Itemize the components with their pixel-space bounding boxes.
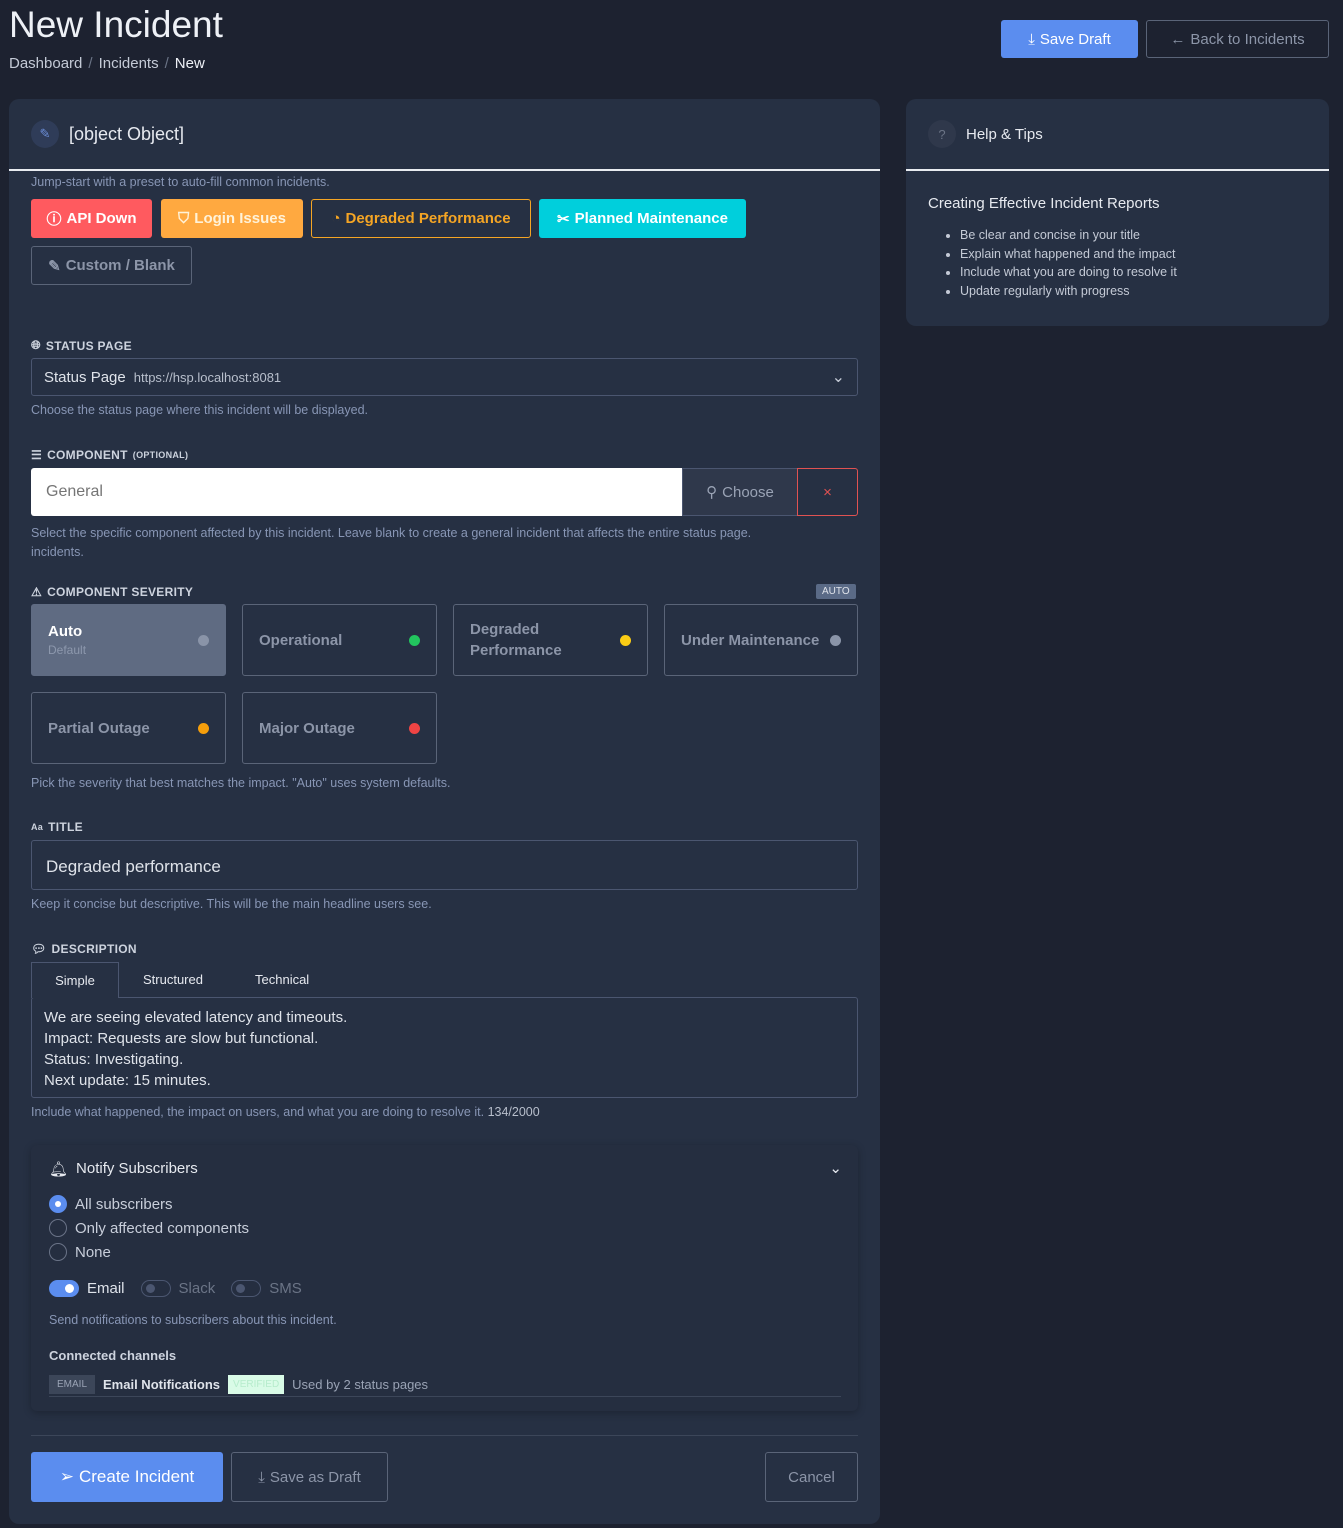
save-as-draft-button[interactable]: ⤓ Save as Draft [231, 1452, 388, 1502]
database-icon: ☰ [31, 448, 43, 462]
save-draft-button[interactable]: ⤓ Save Draft [1001, 20, 1138, 58]
close-icon: × [823, 483, 832, 501]
title-hint: Keep it concise but descriptive. This wi… [31, 897, 432, 911]
status-dot [409, 634, 420, 646]
breadcrumb-current: New [174, 55, 205, 72]
alert-circle-icon: ⓘ [46, 211, 62, 228]
search-icon: ⚲ [706, 484, 718, 501]
tips-list: Be clear and concise in your titleExplai… [906, 212, 1329, 300]
breadcrumb-incidents[interactable]: Incidents [98, 55, 159, 72]
description-hint: Include what happened, the impact on use… [31, 1105, 540, 1119]
send-icon: ➢ [59, 1467, 74, 1486]
cancel-button[interactable]: Cancel [765, 1452, 858, 1502]
email-toggle[interactable] [49, 1280, 79, 1297]
help-card: ? Help & Tips Creating Effective Incident… [906, 99, 1329, 326]
connected-channels-title: Connected channels [49, 1348, 177, 1363]
notify-panel: 🔔︎ Notify Subscribers ⌄ All subscribers O… [31, 1145, 858, 1411]
severity-operational[interactable]: Operational [242, 604, 437, 676]
status-page-label: 🌐︎ STATUS PAGE [31, 338, 132, 353]
back-to-incidents-button[interactable]: ← Back to Incidents [1146, 20, 1329, 58]
title-input[interactable]: Degraded performance [31, 840, 858, 890]
preset-hint: Jump-start with a preset to auto-fill co… [31, 175, 330, 189]
auto-badge: AUTO [816, 584, 856, 599]
component-hint: Select the specific component affected b… [31, 526, 752, 559]
component-label: ☰ COMPONENT (OPTIONAL) [31, 448, 189, 462]
tab-structured[interactable]: Structured [143, 972, 203, 987]
download-icon: ⤓ [1028, 30, 1035, 48]
breadcrumb: Dashboard / Incidents / New [9, 55, 205, 72]
severity-label: ⚠ COMPONENT SEVERITY [31, 585, 194, 599]
create-incident-button[interactable]: ➢ Create Incident [31, 1452, 223, 1502]
severity-hint: Pick the severity that best matches the … [31, 776, 451, 790]
status-dot [198, 634, 209, 646]
status-page-hint: Choose the status page where this incide… [31, 403, 369, 417]
component-input[interactable] [31, 468, 682, 516]
severity-degraded[interactable]: Degraded Performance [453, 604, 648, 676]
comment-icon: 💬︎ [31, 942, 47, 956]
description-textarea[interactable]: We are seeing elevated latency and timeo… [31, 997, 858, 1098]
help-subtitle: Creating Effective Incident Reports [928, 195, 1160, 212]
connected-channel-row: EMAIL Email Notifications VERIFIED Used by … [49, 1372, 841, 1397]
severity-maintenance[interactable]: Under Maintenance [664, 604, 858, 676]
breadcrumb-dashboard[interactable]: Dashboard [9, 55, 83, 72]
status-dot [198, 722, 209, 734]
status-dot [409, 722, 420, 734]
slack-toggle[interactable] [140, 1280, 171, 1297]
arrow-left-icon: ← [1170, 30, 1186, 48]
card-title: [object Object] [69, 123, 185, 144]
status-dot [830, 634, 841, 646]
chevron-down-icon[interactable]: ⌄ [829, 1160, 842, 1177]
preset-custom-blank[interactable]: ✎ Custom / Blank [31, 246, 192, 285]
shield-icon: ⛉ [178, 210, 190, 227]
status-dot [620, 634, 631, 646]
severity-major-outage[interactable]: Major Outage [242, 692, 437, 764]
globe-icon: 🌐︎ [31, 338, 41, 352]
notify-hint: Send notifications to subscribers about … [49, 1313, 337, 1327]
description-label: 💬︎ DESCRIPTION [31, 942, 137, 956]
pencil-icon: ✎ [31, 120, 59, 148]
page-title: New Incident [9, 4, 223, 45]
preset-planned-maintenance[interactable]: ✂ Planned Maintenance [539, 199, 746, 238]
severity-partial-outage[interactable]: Partial Outage [31, 692, 226, 764]
radio-affected-components[interactable]: Only affected components [49, 1216, 249, 1240]
speedometer-icon: ◔ [331, 210, 341, 227]
clear-component-button[interactable]: × [797, 468, 858, 516]
severity-auto[interactable]: Auto Default [31, 604, 226, 676]
choose-component-button[interactable]: ⚲ Choose [682, 468, 798, 516]
char-count: 134/2000 [487, 1105, 540, 1119]
preset-login-issues[interactable]: ⛉ Login Issues [161, 199, 303, 238]
divider [31, 1435, 858, 1436]
help-icon: ? [928, 120, 956, 148]
radio-all-subscribers[interactable]: All subscribers [49, 1192, 249, 1216]
tab-simple[interactable]: Simple [31, 962, 119, 998]
bell-icon: 🔔︎ [49, 1161, 69, 1178]
chevron-down-icon: ⌄ [831, 369, 845, 386]
sms-toggle[interactable] [231, 1280, 262, 1297]
text-icon: Aa [31, 822, 44, 832]
status-page-select[interactable]: Status Page https://hsp.localhost:8081 ⌄ [31, 358, 858, 396]
preset-degraded-performance[interactable]: ◔ Degraded Performance [311, 199, 531, 238]
radio-none[interactable]: None [49, 1240, 249, 1264]
preset-api-down[interactable]: ⓘ API Down [31, 199, 152, 238]
tools-icon: ✂ [557, 210, 570, 228]
status-page-url: https://hsp.localhost:8081 [133, 369, 282, 385]
status-page-value: Status Page [44, 368, 126, 386]
download-icon: ⤓ [258, 1468, 265, 1486]
edit-icon: ✎ [48, 257, 61, 275]
warning-icon: ⚠ [31, 585, 43, 599]
notify-header[interactable]: 🔔︎ Notify Subscribers [49, 1160, 198, 1178]
title-label: Aa TITLE [31, 820, 83, 834]
tab-technical[interactable]: Technical [255, 972, 310, 987]
